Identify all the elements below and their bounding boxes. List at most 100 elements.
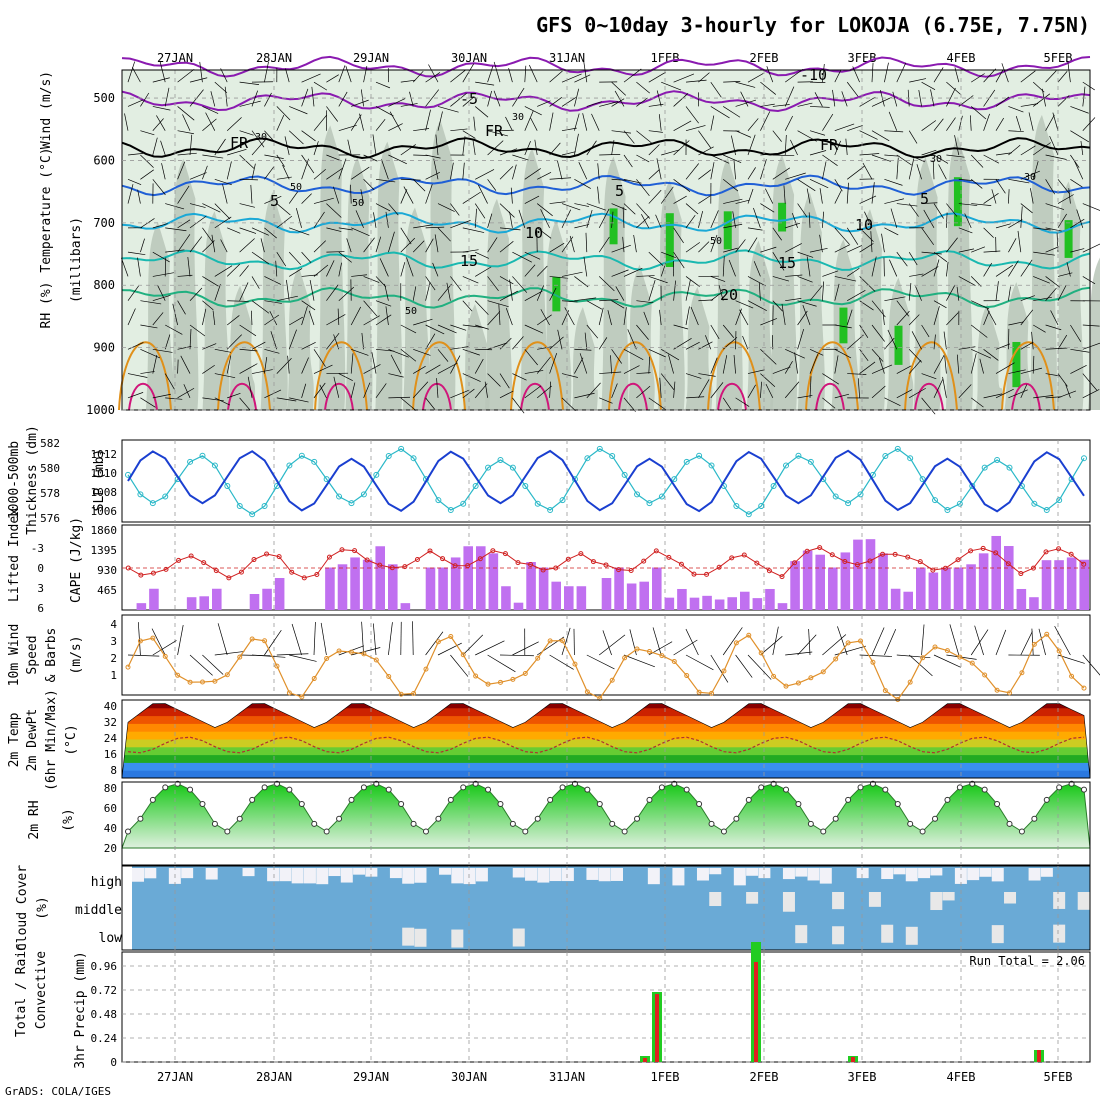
wind-barb	[413, 365, 426, 374]
wind-barb	[375, 236, 382, 253]
rh-point	[596, 800, 603, 807]
wind-barb	[388, 396, 411, 399]
thickness-point	[584, 455, 591, 462]
wind-speed-point	[771, 673, 777, 679]
wind-barb	[561, 73, 582, 83]
thickness-point	[658, 493, 665, 500]
wind-barb	[641, 214, 650, 229]
wind-barb	[301, 342, 316, 350]
wind-barb	[412, 179, 426, 192]
wind-barb	[747, 227, 763, 231]
date-label-top: 28JAN	[256, 51, 292, 65]
wind-barb	[202, 203, 221, 213]
cloud-high-gap	[132, 868, 144, 882]
wind-barb	[388, 154, 407, 165]
wind-barb	[834, 179, 843, 192]
wind-barb	[599, 397, 613, 404]
cloud-middle-gap	[1053, 892, 1066, 909]
wind-barb	[289, 654, 317, 662]
wind-barb	[970, 324, 988, 338]
thickness-point	[745, 511, 752, 518]
wind-barb	[933, 306, 940, 326]
rh-point	[621, 828, 628, 835]
cape-bar	[815, 554, 825, 610]
wind-barb	[586, 203, 607, 211]
wind-barb	[884, 178, 903, 186]
li-point	[867, 558, 873, 564]
wind-barb	[450, 355, 461, 374]
wind-speed-point	[311, 676, 317, 682]
rh-point	[211, 820, 218, 827]
axis-label-rh: RH (%)	[39, 282, 54, 329]
panel-frame	[121, 781, 1091, 866]
wind-barb	[636, 81, 650, 94]
wind-barb	[338, 227, 353, 231]
rh-point	[460, 784, 467, 791]
cloud-high-gap	[242, 868, 255, 877]
wind-barb	[250, 310, 253, 326]
wind-barb	[995, 96, 1010, 107]
wind-barb	[400, 189, 408, 204]
li-point	[477, 556, 483, 562]
wind-barb	[698, 169, 712, 180]
wind-barb	[337, 308, 340, 326]
wind-barb	[772, 251, 785, 271]
rh-point	[894, 800, 901, 807]
wind-barb	[212, 310, 216, 326]
thickness-point	[981, 464, 988, 471]
wind-barb	[884, 130, 904, 133]
cloud-high-gap	[316, 868, 329, 885]
li-tick: 0	[37, 562, 44, 575]
li-point	[603, 562, 609, 568]
wind-barb	[871, 364, 893, 374]
wind-barb	[140, 300, 162, 305]
wind-barb	[723, 154, 742, 164]
cape-bar	[752, 598, 763, 610]
wind-barb	[685, 306, 690, 326]
wind-barb	[152, 348, 173, 353]
wind-barb	[512, 276, 528, 293]
li-point	[1068, 551, 1074, 557]
li-point	[779, 574, 785, 580]
wind-barb	[313, 264, 329, 277]
li-point	[414, 557, 420, 563]
wind-barb	[264, 348, 280, 354]
wind-barb	[202, 227, 214, 244]
wind-barb	[623, 203, 636, 215]
wind-barb	[995, 629, 1007, 656]
cloud-high-gap	[967, 868, 980, 881]
cape-bar	[740, 591, 750, 610]
wind-barb	[1052, 112, 1059, 131]
wind-barb	[450, 203, 460, 216]
wind-barb	[747, 654, 772, 680]
rh-tick: 40	[104, 822, 117, 835]
wind-barb	[189, 172, 207, 180]
temperature-band	[122, 754, 1090, 763]
rh-point	[956, 784, 963, 791]
wind-barb	[1008, 369, 1026, 374]
wind-barb	[530, 117, 538, 131]
wind-barb	[177, 234, 191, 253]
date-axis-bottom: 27JAN 28JAN 29JAN 30JAN 31JAN 1FEB 2FEB 3FEB 4FE…	[157, 1070, 1073, 1084]
wind-barb	[623, 68, 642, 83]
wind-barb	[822, 270, 839, 277]
wind-barb	[673, 195, 687, 204]
wind-barb	[859, 361, 876, 374]
rh-point	[919, 828, 926, 835]
wind-barb	[1033, 324, 1046, 333]
cape-bar	[777, 603, 788, 610]
wind-barb	[1032, 142, 1051, 156]
wind-barb	[884, 227, 899, 236]
wind-barb	[561, 271, 583, 277]
wind-barb	[627, 329, 637, 350]
date-label-top: 2FEB	[750, 51, 779, 65]
wind-barb	[970, 179, 983, 189]
wind-barb	[288, 191, 299, 204]
wind-barb	[1065, 384, 1071, 398]
li-point	[201, 560, 207, 566]
rh-point	[336, 815, 343, 822]
wind-barb	[710, 162, 715, 180]
wind-barb	[636, 130, 652, 144]
slp-line	[127, 449, 1085, 513]
wind-barb	[1070, 324, 1082, 342]
